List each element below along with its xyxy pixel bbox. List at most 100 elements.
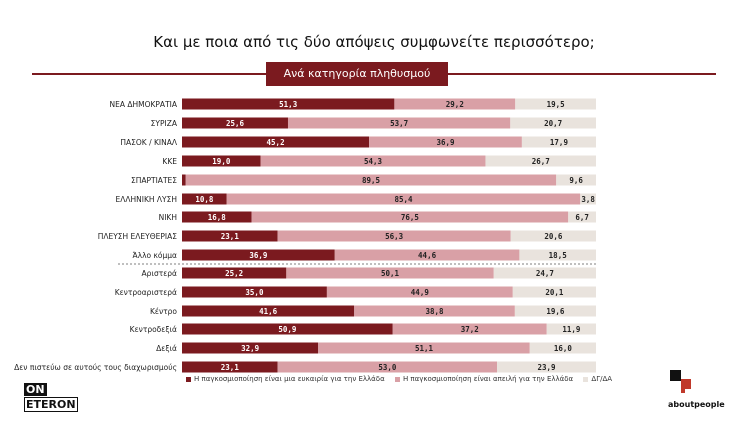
data-label: 50,1 [381,269,400,278]
bar-segment [546,323,596,335]
data-label: 17,9 [550,138,569,147]
bar-segment [182,193,227,205]
data-label: 36,9 [436,138,455,147]
category-label: ΣΥΡΙΖΑ [151,119,178,128]
bar-segment [512,286,596,298]
bar-segment [226,193,581,205]
data-label: 19,0 [212,157,231,166]
data-label: 35,0 [245,288,264,297]
aboutpeople-logo: aboutpeople [668,368,728,409]
category-label: ΕΛΛΗΝΙΚΗ ΛΥΣΗ [116,195,178,204]
category-label: ΠΑΣΟΚ / ΚΙΝΑΛ [120,138,177,147]
data-label: 16,8 [208,213,227,222]
bar-segment [182,155,261,167]
data-label: 38,8 [426,307,445,316]
data-label: 20,1 [545,288,564,297]
bar-segment [521,136,596,148]
on-logo-text: ON [24,383,47,396]
data-label: 53,0 [378,363,397,372]
data-label: 51,1 [415,344,434,353]
legend-swatch-dkna [583,376,589,382]
bar-segment [318,342,530,354]
data-label: 24,7 [536,269,554,278]
bar-segment [182,230,278,242]
data-label: 26,7 [532,157,550,166]
data-label: 37,2 [461,325,479,334]
category-label: ΝΙΚΗ [159,213,177,222]
bar-segment [334,249,520,261]
data-label: 19,6 [546,307,565,316]
data-label: 20,7 [544,119,562,128]
data-label: 32,9 [241,344,260,353]
category-label: ΣΠΑΡΤΙΑΤΕΣ [131,176,177,185]
aboutpeople-logo-text: aboutpeople [668,400,725,409]
data-label: 41,6 [259,307,278,316]
bar-segment [510,230,596,242]
data-label: 23,1 [221,232,240,241]
on-eteron-logo: ON ETERON [24,381,78,412]
data-label: 25,2 [225,269,243,278]
category-label: Κεντροδεξιά [130,325,177,334]
category-label: Δεν πιστεύω σε αυτούς τους διαχωρισμούς [14,363,177,372]
category-label: ΚΚΕ [162,157,177,166]
bar-segment [277,230,511,242]
chart-title: Και με ποια από τις δύο απόψεις συμφωνεί… [153,33,595,51]
bar-segment [493,267,596,279]
bar-segment [394,98,516,110]
bar-segment [519,249,596,261]
data-label: 9,6 [569,176,583,185]
bar-segment [182,117,288,129]
data-label: 29,2 [446,100,464,109]
category-label: ΠΛΕΥΣΗ ΕΛΕΥΘΕΡΙΑΣ [98,232,178,241]
legend-label-threat: Η παγκοσμιοποίηση είναι απειλή για την Ε… [402,375,574,383]
legend-item-dkna: ΔΓ/ΔΑ [583,375,612,383]
bar-segment [369,136,522,148]
bar-segment [182,174,186,186]
data-label: 89,5 [362,176,380,185]
category-label: Άλλο κόμμα [132,251,177,260]
legend-label-dkna: ΔΓ/ΔΑ [591,375,613,383]
bar-segment [182,249,335,261]
bar-segment [182,211,252,223]
legend-item-opportunity: Η παγκοσμιοποίηση είναι μια ευκαιρία για… [186,375,385,383]
bar-segment [529,342,596,354]
bar-segment [182,361,278,373]
bar-segment [568,211,596,223]
data-label: 44,9 [411,288,430,297]
eteron-logo-text: ETERON [24,397,78,412]
bar-segment [485,155,596,167]
category-label: ΝΕΑ ΔΗΜΟΚΡΑΤΙΑ [109,100,177,109]
data-label: 10,8 [195,195,214,204]
bar-segment [182,305,355,317]
data-label: 16,0 [554,344,573,353]
bar-segment [182,267,287,279]
bar-segment [514,305,596,317]
legend-swatch-opportunity [186,376,191,382]
data-label: 54,3 [364,157,383,166]
data-label: 44,6 [418,251,437,260]
bar-segment [182,136,370,148]
bar-segment [556,174,596,186]
data-label: 45,2 [267,138,285,147]
bar-segment [286,267,494,279]
data-label: 11,9 [562,325,581,334]
data-label: 19,5 [547,100,565,109]
data-label: 76,5 [401,213,419,222]
category-label: Δεξιά [156,344,177,353]
data-label: 23,9 [537,363,556,372]
data-label: 3,8 [581,195,595,204]
bar-segment [277,361,498,373]
data-label: 50,9 [278,325,297,334]
bar-segment [580,193,596,205]
data-label: 51,3 [279,100,298,109]
legend-swatch-threat [394,376,400,382]
data-label: 56,3 [385,232,404,241]
bar-segment [251,211,569,223]
aboutpeople-logo-icon [670,370,691,393]
data-label: 20,6 [544,232,563,241]
bar-segment [287,117,511,129]
bar-segment [392,323,547,335]
data-label: 6,7 [575,213,589,222]
